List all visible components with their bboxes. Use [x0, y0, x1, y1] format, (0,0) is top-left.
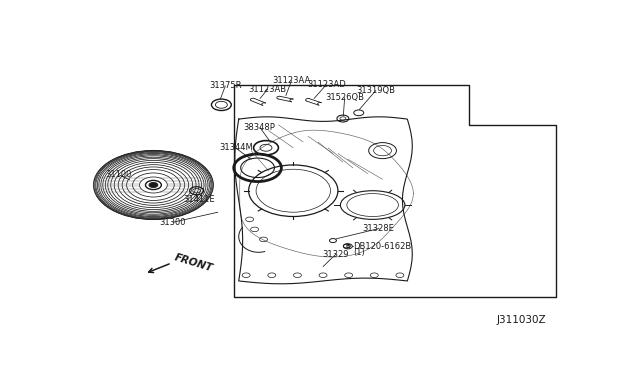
- Text: 31526QB: 31526QB: [326, 93, 365, 102]
- Text: 31329: 31329: [322, 250, 349, 259]
- Text: 31328E: 31328E: [363, 224, 395, 233]
- Text: DB120-6162B: DB120-6162B: [353, 242, 411, 251]
- Circle shape: [149, 182, 158, 187]
- Text: B: B: [346, 244, 350, 249]
- Text: 31100: 31100: [106, 170, 132, 179]
- Text: 38348P: 38348P: [244, 123, 276, 132]
- Text: J311030Z: J311030Z: [497, 315, 547, 325]
- Text: 31300: 31300: [159, 218, 186, 227]
- Text: 31375R: 31375R: [209, 81, 241, 90]
- Text: 31123AA: 31123AA: [273, 76, 310, 85]
- Text: FRONT: FRONT: [173, 252, 214, 273]
- Text: (1): (1): [353, 247, 365, 257]
- Text: 31123AD: 31123AD: [307, 80, 346, 89]
- Text: 31123AB: 31123AB: [249, 84, 287, 93]
- Text: 31411E: 31411E: [183, 195, 215, 204]
- Text: 31319QB: 31319QB: [356, 86, 396, 95]
- Text: 31344M: 31344M: [219, 143, 253, 152]
